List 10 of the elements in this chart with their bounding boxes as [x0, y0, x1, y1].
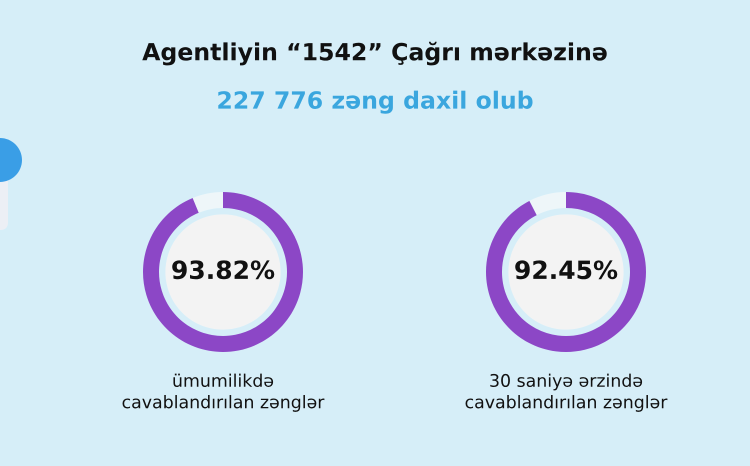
donut-slice [529, 192, 566, 216]
data-label: 93.82% [172, 260, 274, 280]
donut-slice [192, 192, 223, 213]
data-label: 92.45% [515, 260, 618, 280]
donut-slice [486, 192, 646, 352]
text: ümumilikdə cavablandırılan zənglər [122, 374, 324, 412]
text: Agentliyin “1542” Çağrı mərkəzinə [142, 42, 607, 66]
text: 227 776 zəng daxil olub [218, 90, 533, 114]
donut-slice [143, 192, 303, 352]
text: 30 saniyə ərzində cavablandırılan zənglər [466, 374, 668, 412]
